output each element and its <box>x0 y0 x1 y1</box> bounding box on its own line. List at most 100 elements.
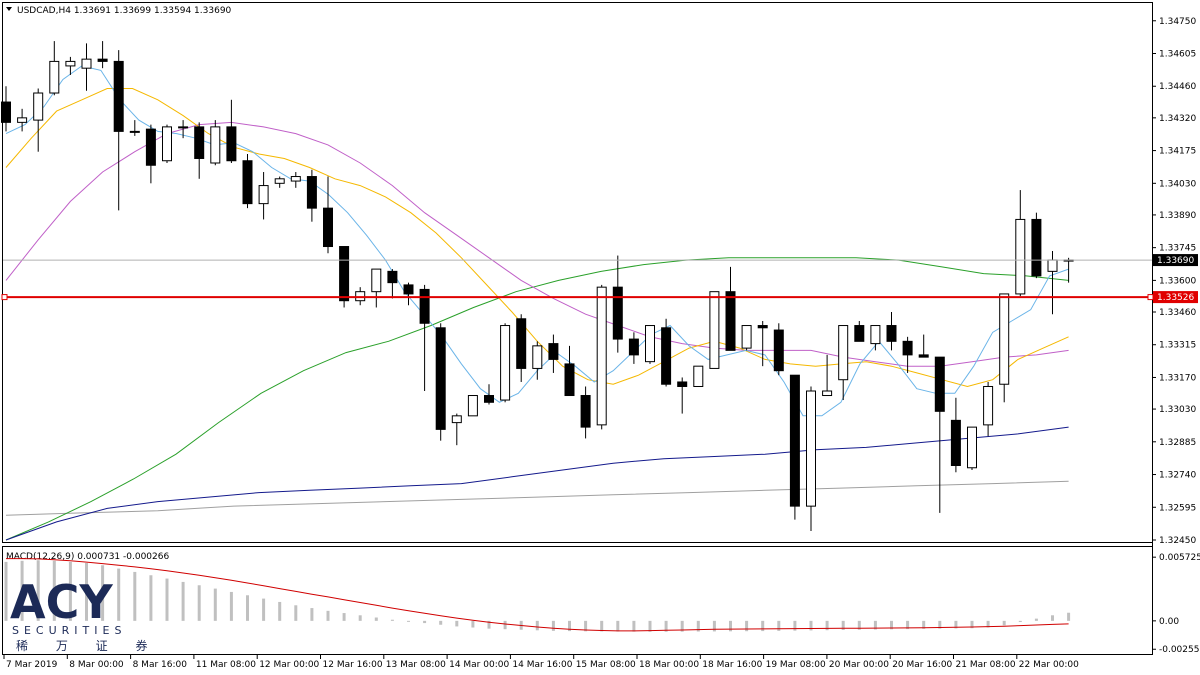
macd-tick-label: 0.00 <box>1159 617 1179 627</box>
ma-mid-line <box>5 88 1069 388</box>
bear-candle <box>435 327 446 430</box>
bull-candle <box>967 426 977 469</box>
macd-histogram-bar <box>793 620 797 631</box>
bull-candle <box>806 390 816 507</box>
bull-candle <box>49 60 60 94</box>
bull-candle <box>290 176 301 182</box>
macd-histogram-bar <box>390 619 394 621</box>
macd-histogram-bar <box>36 560 40 621</box>
candles <box>1 41 1074 531</box>
price-tick-label: 1.32885 <box>1159 438 1196 448</box>
macd-histogram-bar <box>101 565 105 621</box>
macd-histogram-bar <box>197 585 201 621</box>
bull-candle <box>451 415 462 424</box>
bear-candle <box>97 58 108 62</box>
bear-candle <box>226 126 237 162</box>
bull-candle <box>645 325 655 363</box>
macd-histogram-bar <box>133 571 137 621</box>
logo-word: ACY <box>10 575 113 629</box>
bull-candle <box>17 117 28 123</box>
macd-histogram-bar <box>262 598 266 621</box>
bear-candle <box>516 318 527 369</box>
price-tick-label: 1.32740 <box>1159 471 1196 481</box>
bear-candle <box>339 246 350 302</box>
macd-histogram-bar <box>181 581 185 621</box>
bear-candle <box>306 176 317 209</box>
symbol-header: USDCAD,H4 1.33691 1.33699 1.33594 1.3369… <box>17 6 232 16</box>
bear-candle <box>1031 218 1042 277</box>
price-tick-label: 1.33030 <box>1159 405 1196 415</box>
bear-candle <box>580 395 591 428</box>
logo-chinese: 稀 万 证 券 <box>16 638 159 653</box>
bear-candle <box>677 381 688 387</box>
macd-tick-label: -0.002552 <box>1159 645 1200 655</box>
macd-histogram-bar <box>986 620 990 628</box>
bull-candle <box>178 126 189 129</box>
macd-histogram-bar <box>1051 615 1054 621</box>
macd-histogram-bar <box>906 620 910 630</box>
macd-histogram-bar <box>358 615 362 621</box>
level-price-tag: 1.33526 <box>1157 293 1194 303</box>
macd-histogram-bar <box>712 620 716 632</box>
bear-candle <box>113 60 124 132</box>
symbol-dropdown-icon[interactable] <box>6 7 12 11</box>
time-tick-label: 21 Mar 08:00 <box>956 660 1016 670</box>
bear-candle <box>918 354 929 358</box>
bear-candle <box>725 291 736 351</box>
bull-candle <box>596 286 607 426</box>
bear-candle <box>902 340 913 356</box>
bull-candle <box>1047 259 1058 272</box>
macd-histogram-bar <box>503 620 507 630</box>
bear-candle <box>1 101 11 123</box>
macd-histogram-bar <box>696 620 700 632</box>
bear-candle <box>419 288 430 324</box>
macd-indicator: 0.005725 0.00 -0.002552 <box>4 553 1200 655</box>
level-handle-left <box>1 294 8 301</box>
time-tick-label: 8 Mar 16:00 <box>133 660 188 670</box>
macd-histogram-bar <box>954 620 958 629</box>
price-tick-label: 1.34320 <box>1159 114 1196 124</box>
time-tick-label: 15 Mar 08:00 <box>576 660 636 670</box>
bull-candle <box>532 345 543 369</box>
price-axis: 1.34750 1.34605 1.34460 1.34320 1.34175 1.340… <box>1152 17 1196 546</box>
macd-histogram-bar <box>535 620 539 631</box>
macd-histogram-bar <box>165 578 169 621</box>
macd-histogram-bar <box>278 601 282 621</box>
macd-histogram-bar <box>439 620 443 625</box>
bear-candle <box>950 419 961 467</box>
time-tick-label: 8 Mar 00:00 <box>69 660 124 670</box>
bull-candle <box>983 385 994 426</box>
bull-candle <box>467 395 478 417</box>
bull-candle <box>33 92 44 121</box>
macd-histogram-bar <box>1034 618 1038 621</box>
bear-candle <box>323 207 333 248</box>
macd-histogram-bar <box>294 605 298 621</box>
macd-histogram-bar <box>326 610 330 621</box>
time-axis: 7 Mar 2019 8 Mar 00:00 8 Mar 16:00 11 Mar 0… <box>3 655 1079 670</box>
time-tick-label: 14 Mar 16:00 <box>512 660 572 670</box>
macd-histogram-bar <box>52 560 56 621</box>
level-price-tag-bg <box>1153 291 1198 304</box>
macd-histogram-bar <box>1018 620 1022 622</box>
bear-candle <box>661 327 672 385</box>
bull-candle <box>274 178 285 184</box>
bull-candle <box>65 60 76 67</box>
bear-candle <box>242 160 253 205</box>
bull-candle <box>371 268 382 293</box>
bear-candle <box>773 329 784 372</box>
macd-histogram-bar <box>809 620 813 631</box>
bull-candle <box>709 291 720 369</box>
macd-histogram-bar <box>600 620 604 632</box>
price-tick-label: 1.34605 <box>1159 50 1196 60</box>
macd-histogram-bar <box>117 568 121 621</box>
macd-histogram-bar <box>342 613 346 621</box>
price-levels: 1.33690 1.33526 <box>1 254 1198 304</box>
macd-histogram-bar <box>584 620 588 632</box>
macd-histogram-bar <box>680 620 684 632</box>
current-price-tag-bg <box>1153 254 1198 267</box>
macd-histogram-bar <box>873 620 877 630</box>
bear-candle <box>628 338 639 356</box>
time-tick-label: 18 Mar 00:00 <box>639 660 699 670</box>
time-tick-label: 7 Mar 2019 <box>6 660 58 670</box>
